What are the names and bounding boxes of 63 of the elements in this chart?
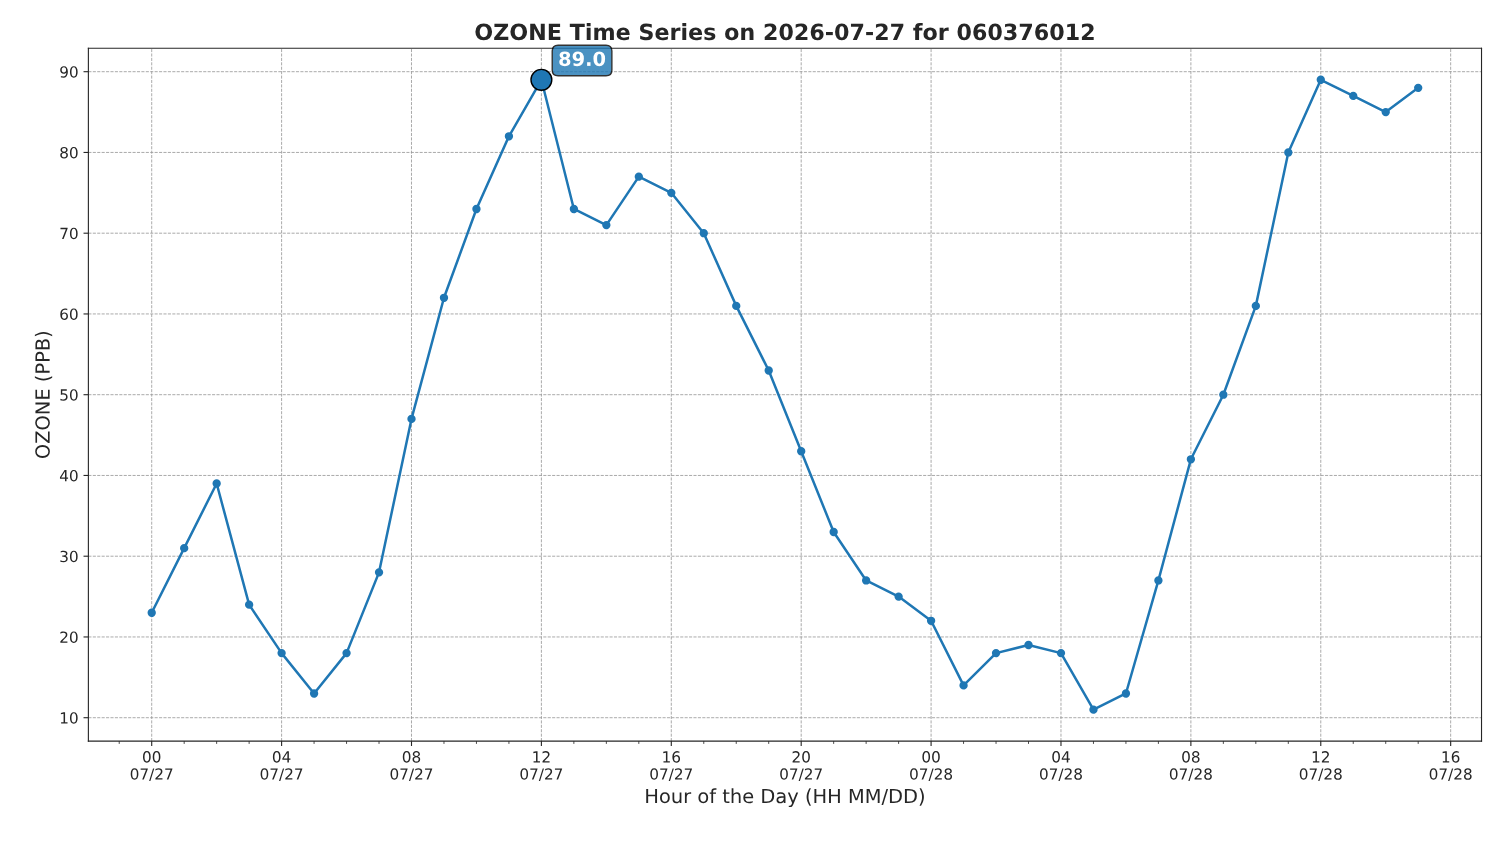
point bbox=[180, 543, 189, 553]
point bbox=[634, 172, 643, 181]
x-tick-label: 16 07/28 bbox=[1429, 751, 1472, 781]
x-tick-label: 04 07/27 bbox=[260, 751, 303, 781]
x-tick-label: 00 07/27 bbox=[130, 751, 173, 781]
point bbox=[407, 414, 416, 424]
point bbox=[1056, 648, 1066, 658]
point bbox=[1414, 83, 1423, 93]
point bbox=[342, 648, 351, 658]
x-tick-label: 04 07/28 bbox=[1039, 751, 1082, 781]
x-tick-label: 12 07/27 bbox=[520, 751, 563, 781]
point bbox=[667, 188, 676, 197]
y-tick-label: 60 bbox=[60, 308, 78, 320]
chart-title: OZONE Time Series on 2026-07-27 for 060376012 bbox=[475, 23, 1094, 41]
point bbox=[991, 648, 1001, 658]
annotation: 89.0 bbox=[559, 51, 606, 67]
point bbox=[602, 220, 611, 230]
x-tick-label: 00 07/28 bbox=[910, 751, 953, 781]
point bbox=[1186, 455, 1196, 464]
point bbox=[764, 366, 773, 375]
point bbox=[374, 568, 384, 577]
point bbox=[732, 301, 741, 311]
y-tick-label: 70 bbox=[60, 227, 78, 240]
point bbox=[829, 527, 838, 537]
x-tick-label: 12 07/28 bbox=[1299, 751, 1342, 781]
x-axis-title: Hour of the Day (HH MM/DD) bbox=[646, 788, 924, 808]
x-tick-label: 16 07/27 bbox=[650, 751, 692, 781]
y-axis-title: OZONE (PPB) bbox=[34, 331, 53, 459]
point bbox=[699, 229, 708, 238]
point bbox=[309, 689, 319, 698]
point bbox=[212, 479, 221, 488]
point bbox=[244, 600, 254, 609]
y-tick-label: 10 bbox=[60, 712, 78, 724]
y-tick-label: 80 bbox=[60, 146, 78, 159]
point bbox=[1316, 75, 1325, 84]
point bbox=[959, 681, 968, 690]
point bbox=[861, 576, 871, 585]
x-tick-label: 08 07/27 bbox=[390, 751, 433, 781]
point bbox=[277, 648, 286, 658]
point bbox=[1381, 107, 1390, 117]
point bbox=[926, 616, 936, 625]
point bbox=[1121, 689, 1131, 698]
y-tick-label: 50 bbox=[60, 389, 78, 401]
point bbox=[797, 447, 806, 456]
point bbox=[504, 132, 514, 141]
point bbox=[1024, 640, 1033, 650]
point bbox=[472, 204, 481, 214]
point bbox=[1251, 301, 1260, 311]
point bbox=[439, 293, 449, 302]
point bbox=[1219, 390, 1228, 399]
point bbox=[1284, 148, 1293, 157]
y-tick-label: 30 bbox=[60, 550, 78, 563]
point bbox=[569, 204, 579, 214]
point bbox=[1349, 91, 1358, 101]
point bbox=[147, 608, 156, 617]
y-tick-label: 90 bbox=[60, 66, 78, 78]
y-tick-label: 40 bbox=[59, 469, 78, 482]
x-tick-label: 08 07/28 bbox=[1169, 751, 1212, 781]
y-tick-label: 20 bbox=[60, 631, 78, 643]
point bbox=[894, 592, 903, 601]
point bbox=[1089, 705, 1098, 714]
x-tick-label: 20 07/27 bbox=[780, 751, 822, 781]
point bbox=[1154, 576, 1163, 585]
